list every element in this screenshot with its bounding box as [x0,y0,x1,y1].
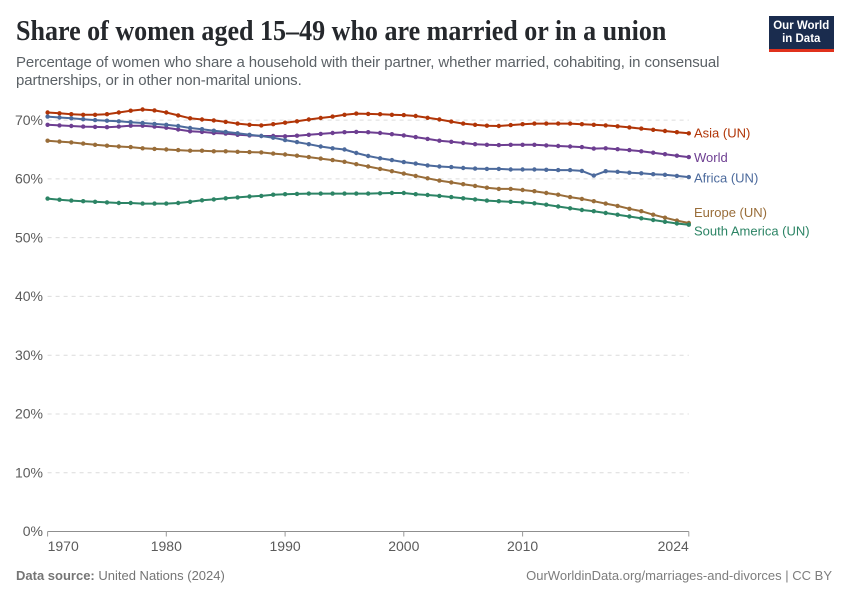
svg-text:1970: 1970 [48,538,79,554]
svg-text:2024: 2024 [658,538,689,554]
svg-text:1990: 1990 [270,538,301,554]
svg-text:World: World [694,150,728,165]
svg-text:0%: 0% [23,523,43,539]
svg-text:Europe (UN): Europe (UN) [694,205,767,220]
svg-text:2000: 2000 [388,538,419,554]
svg-text:Africa (UN): Africa (UN) [694,170,758,185]
svg-text:30%: 30% [15,347,43,363]
svg-text:Asia (UN): Asia (UN) [694,126,750,141]
svg-text:10%: 10% [15,464,43,480]
svg-text:50%: 50% [15,229,43,245]
svg-text:40%: 40% [15,288,43,304]
svg-text:2010: 2010 [507,538,538,554]
svg-text:1980: 1980 [151,538,182,554]
svg-text:20%: 20% [15,406,43,422]
svg-text:South America (UN): South America (UN) [694,224,810,239]
svg-text:60%: 60% [15,171,43,187]
svg-text:70%: 70% [15,112,43,128]
